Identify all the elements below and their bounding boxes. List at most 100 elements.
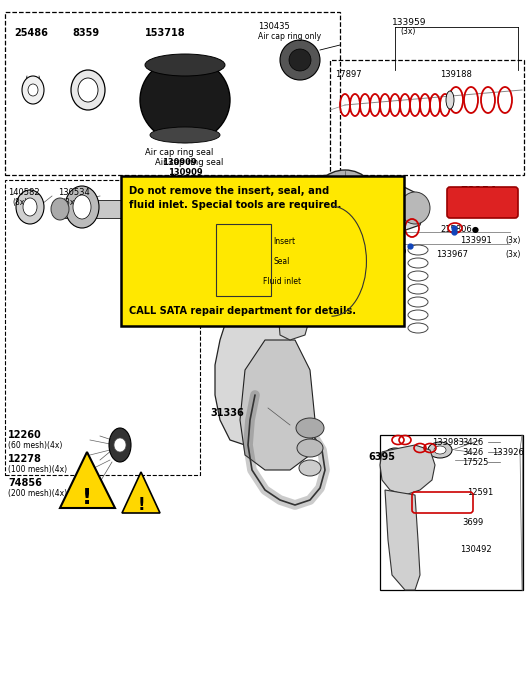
Text: 130909: 130909	[162, 158, 196, 167]
Text: (200 mesh)(4x): (200 mesh)(4x)	[8, 489, 67, 498]
Text: Seal: Seal	[274, 257, 290, 266]
Text: 17897: 17897	[335, 70, 362, 79]
Text: 91959●: 91959●	[145, 246, 190, 256]
Text: Fluid inlet: Fluid inlet	[263, 277, 301, 285]
Text: 6395: 6395	[368, 452, 395, 462]
Text: 25874: 25874	[460, 198, 496, 208]
Text: (3x): (3x)	[505, 236, 521, 245]
Text: 31336: 31336	[210, 408, 244, 418]
Ellipse shape	[51, 198, 69, 220]
Text: 133959: 133959	[392, 18, 427, 27]
Text: 14605: 14605	[240, 208, 266, 217]
Text: 12260: 12260	[8, 430, 42, 440]
Text: (8x): (8x)	[12, 198, 27, 207]
Ellipse shape	[22, 76, 44, 104]
Text: 130909: 130909	[168, 168, 203, 177]
FancyBboxPatch shape	[447, 187, 518, 218]
Ellipse shape	[114, 438, 126, 452]
Polygon shape	[385, 490, 420, 590]
Text: 130435: 130435	[258, 22, 290, 31]
Bar	[121, 176, 404, 326]
Polygon shape	[180, 175, 425, 445]
Ellipse shape	[145, 54, 225, 76]
Text: 8359: 8359	[72, 28, 99, 38]
Text: 130492: 130492	[460, 545, 492, 554]
Text: 74856: 74856	[8, 478, 42, 488]
Text: 23275: 23275	[258, 198, 285, 207]
Ellipse shape	[280, 40, 320, 80]
Ellipse shape	[400, 192, 430, 224]
Bar	[145, 180, 187, 235]
Ellipse shape	[109, 428, 131, 462]
Text: (3x): (3x)	[62, 198, 78, 207]
Polygon shape	[122, 472, 160, 513]
Ellipse shape	[296, 418, 324, 438]
Ellipse shape	[299, 460, 321, 476]
Polygon shape	[278, 270, 312, 340]
Ellipse shape	[446, 91, 454, 109]
Ellipse shape	[23, 198, 37, 216]
Bar	[5, 12, 340, 175]
Bar	[5, 180, 200, 475]
Text: fluid inlet. Special tools are required.: fluid inlet. Special tools are required.	[129, 200, 342, 210]
Text: 140582: 140582	[8, 188, 40, 197]
Text: (60 mesh)(4x): (60 mesh)(4x)	[8, 441, 62, 450]
Ellipse shape	[311, 170, 379, 240]
Ellipse shape	[385, 448, 405, 462]
Text: Air cap ring seal: Air cap ring seal	[145, 148, 213, 157]
Text: 14993: 14993	[192, 208, 219, 217]
Text: 3624: 3624	[346, 250, 367, 259]
Text: 12591: 12591	[467, 488, 493, 497]
Polygon shape	[240, 340, 315, 470]
Ellipse shape	[28, 84, 38, 96]
Text: 3426: 3426	[462, 448, 483, 457]
Text: CALL SATA repair department for details.: CALL SATA repair department for details.	[129, 307, 356, 316]
Text: 133983: 133983	[432, 438, 464, 447]
Ellipse shape	[434, 446, 446, 454]
Text: 133942●: 133942●	[355, 246, 408, 256]
Ellipse shape	[140, 57, 230, 143]
Polygon shape	[60, 452, 115, 508]
Text: 130534: 130534	[58, 188, 90, 197]
Bar	[216, 224, 271, 296]
Text: (100 mesh)(4x): (100 mesh)(4x)	[8, 465, 67, 474]
Text: !: !	[137, 496, 145, 514]
Text: 153718: 153718	[145, 28, 186, 38]
Text: 15438: 15438	[258, 188, 285, 197]
Bar	[380, 435, 523, 590]
Ellipse shape	[71, 70, 105, 110]
Text: 25486: 25486	[14, 28, 48, 38]
Text: 78154: 78154	[460, 186, 496, 196]
Text: 215806●: 215806●	[440, 225, 479, 234]
Polygon shape	[380, 445, 435, 495]
Bar	[330, 60, 524, 175]
Text: (3x): (3x)	[505, 250, 521, 259]
Ellipse shape	[297, 439, 323, 457]
Text: Insert: Insert	[274, 237, 296, 246]
Text: 17525: 17525	[462, 458, 488, 467]
Text: 133926: 133926	[492, 448, 524, 457]
Text: !: !	[82, 488, 92, 508]
Ellipse shape	[73, 195, 91, 219]
Ellipse shape	[289, 49, 311, 71]
Bar	[60, 200, 185, 218]
Text: 3699: 3699	[462, 518, 483, 527]
Text: Do not remove the insert, seal, and: Do not remove the insert, seal, and	[129, 186, 329, 196]
Text: 133967: 133967	[436, 250, 468, 259]
Ellipse shape	[320, 179, 370, 231]
Text: 133991: 133991	[460, 236, 492, 245]
Ellipse shape	[65, 186, 99, 228]
Text: (3x): (3x)	[400, 27, 416, 36]
Ellipse shape	[78, 78, 98, 102]
Text: 139188: 139188	[440, 70, 472, 79]
Text: 12278: 12278	[8, 454, 42, 464]
Text: 3426: 3426	[462, 438, 483, 447]
Bar	[388, 452, 402, 462]
Ellipse shape	[16, 190, 44, 224]
Text: Air cap ring seal: Air cap ring seal	[155, 158, 223, 167]
Ellipse shape	[150, 127, 220, 143]
Ellipse shape	[152, 189, 180, 225]
Ellipse shape	[144, 179, 188, 235]
Text: Air cap ring only: Air cap ring only	[258, 32, 321, 41]
Ellipse shape	[428, 442, 452, 458]
